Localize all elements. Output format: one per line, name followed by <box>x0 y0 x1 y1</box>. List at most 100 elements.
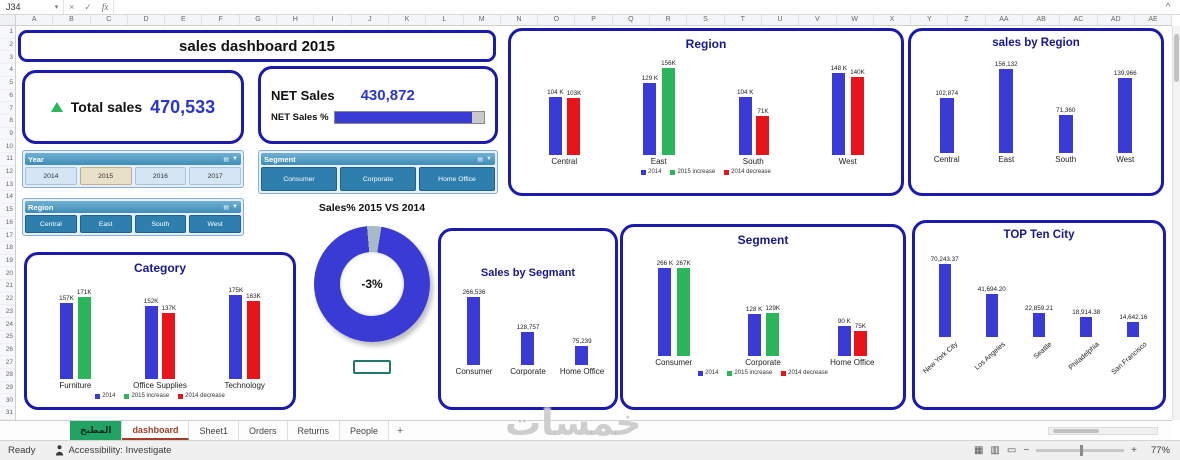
row-header-13[interactable]: 13 <box>0 178 15 192</box>
zoom-out-button[interactable]: − <box>1023 445 1030 456</box>
row-header-26[interactable]: 26 <box>0 344 15 357</box>
zoom-level[interactable]: 77% <box>1150 445 1170 456</box>
row-header-14[interactable]: 14 <box>0 191 15 204</box>
formula-input[interactable] <box>113 0 1156 14</box>
column-header-P[interactable]: P <box>575 15 613 25</box>
slicer-clear-filter-icon[interactable]: ▼ <box>232 156 238 162</box>
row-header-10[interactable]: 10 <box>0 140 15 154</box>
horizontal-scrollbar[interactable] <box>1048 426 1158 435</box>
column-header-G[interactable]: G <box>240 15 278 25</box>
row-header-9[interactable]: 9 <box>0 128 15 141</box>
column-header-B[interactable]: B <box>53 15 91 25</box>
column-header-X[interactable]: X <box>874 15 912 25</box>
row-header-31[interactable]: 31 <box>0 407 15 420</box>
column-header-F[interactable]: F <box>202 15 240 25</box>
row-header-24[interactable]: 24 <box>0 318 15 331</box>
fx-icon[interactable]: fx <box>101 2 109 12</box>
zoom-slider-thumb[interactable] <box>1080 445 1084 456</box>
horizontal-scrollbar-thumb[interactable] <box>1053 428 1099 433</box>
slicer-clear-filter-icon[interactable]: ▼ <box>232 204 238 210</box>
slicer-item-East[interactable]: East <box>79 215 132 233</box>
column-header-AC[interactable]: AC <box>1060 15 1098 25</box>
slicer-clear-filter-icon[interactable]: ▼ <box>486 156 492 162</box>
normal-view-icon[interactable]: ▦ <box>973 445 984 456</box>
row-header-23[interactable]: 23 <box>0 305 15 319</box>
enter-icon[interactable]: ✓ <box>84 1 92 12</box>
column-header-N[interactable]: N <box>501 15 539 25</box>
accessibility-status[interactable]: Accessibility: Investigate <box>55 445 171 456</box>
column-header-T[interactable]: T <box>725 15 762 25</box>
sheet-tab-المطبخ[interactable]: المطبخ <box>70 421 123 440</box>
slicer-item-Central[interactable]: Central <box>25 215 77 233</box>
name-box-dropdown-icon[interactable]: ▾ <box>50 0 64 14</box>
row-header-19[interactable]: 19 <box>0 255 15 268</box>
row-header-15[interactable]: 15 <box>0 204 15 217</box>
column-header-U[interactable]: U <box>762 15 800 25</box>
slicer-multiselect-icon[interactable]: ▤ <box>223 204 230 211</box>
select-all-corner[interactable] <box>0 15 16 25</box>
row-header-25[interactable]: 25 <box>0 331 15 344</box>
column-header-AD[interactable]: AD <box>1098 15 1135 25</box>
slicer-item-2014[interactable]: 2014 <box>25 167 77 185</box>
page-break-view-icon[interactable]: ▭ <box>1006 445 1017 456</box>
column-header-V[interactable]: V <box>799 15 837 25</box>
column-header-D[interactable]: D <box>128 15 166 25</box>
row-header-4[interactable]: 4 <box>0 64 15 77</box>
row-header-27[interactable]: 27 <box>0 356 15 369</box>
sheet-tab-Orders[interactable]: Orders <box>239 421 288 440</box>
slicer-item-West[interactable]: West <box>189 215 241 233</box>
slicer-item-Corporate[interactable]: Corporate <box>340 167 416 191</box>
row-header-12[interactable]: 12 <box>0 166 15 179</box>
slicer-item-Consumer[interactable]: Consumer <box>261 167 337 191</box>
column-header-L[interactable]: L <box>426 15 464 25</box>
sheet-tab-Sheet1[interactable]: Sheet1 <box>189 421 239 440</box>
column-header-W[interactable]: W <box>837 15 874 25</box>
vertical-scrollbar-thumb[interactable] <box>1174 34 1179 82</box>
slicer-multiselect-icon[interactable]: ▤ <box>477 156 484 163</box>
column-header-Y[interactable]: Y <box>911 15 949 25</box>
column-header-E[interactable]: E <box>165 15 203 25</box>
column-header-AE[interactable]: AE <box>1135 15 1173 25</box>
row-header-11[interactable]: 11 <box>0 153 15 166</box>
column-header-C[interactable]: C <box>91 15 128 25</box>
sheet-tab-dashboard[interactable]: dashboard <box>122 421 190 440</box>
vertical-scrollbar[interactable] <box>1172 26 1180 420</box>
slicer-item-Home Office[interactable]: Home Office <box>419 167 495 191</box>
row-header-3[interactable]: 3 <box>0 51 15 65</box>
row-header-30[interactable]: 30 <box>0 394 15 408</box>
row-header-6[interactable]: 6 <box>0 90 15 103</box>
row-header-5[interactable]: 5 <box>0 77 15 90</box>
column-header-J[interactable]: J <box>352 15 389 25</box>
column-header-S[interactable]: S <box>687 15 725 25</box>
collapse-ribbon-icon[interactable]: ^ <box>1165 1 1171 13</box>
slicer-item-South[interactable]: South <box>134 215 187 233</box>
column-header-I[interactable]: I <box>314 15 352 25</box>
row-header-21[interactable]: 21 <box>0 280 15 293</box>
name-box[interactable]: J34 <box>6 2 21 12</box>
column-header-Z[interactable]: Z <box>948 15 986 25</box>
column-header-A[interactable]: A <box>16 15 54 25</box>
slicer-item-2016[interactable]: 2016 <box>134 167 187 185</box>
cancel-icon[interactable]: × <box>69 2 75 12</box>
row-header-20[interactable]: 20 <box>0 267 15 281</box>
column-header-K[interactable]: K <box>389 15 427 25</box>
row-header-18[interactable]: 18 <box>0 242 15 255</box>
new-sheet-button[interactable]: + <box>396 424 404 437</box>
slicer-item-2017[interactable]: 2017 <box>189 167 241 185</box>
zoom-in-button[interactable]: + <box>1131 445 1137 456</box>
row-header-2[interactable]: 2 <box>0 39 15 52</box>
column-header-Q[interactable]: Q <box>613 15 651 25</box>
column-header-M[interactable]: M <box>464 15 501 25</box>
slicer-multiselect-icon[interactable]: ▤ <box>223 156 230 163</box>
sheet-tab-Returns[interactable]: Returns <box>288 421 341 440</box>
column-header-AB[interactable]: AB <box>1023 15 1061 25</box>
row-header-22[interactable]: 22 <box>0 293 15 306</box>
row-header-28[interactable]: 28 <box>0 369 15 382</box>
row-header-1[interactable]: 1 <box>0 26 15 39</box>
zoom-slider[interactable] <box>1036 445 1125 456</box>
column-header-O[interactable]: O <box>538 15 576 25</box>
row-header-16[interactable]: 16 <box>0 217 15 230</box>
row-header-29[interactable]: 29 <box>0 382 15 395</box>
page-layout-view-icon[interactable]: ▥ <box>990 445 1000 456</box>
row-header-8[interactable]: 8 <box>0 115 15 128</box>
